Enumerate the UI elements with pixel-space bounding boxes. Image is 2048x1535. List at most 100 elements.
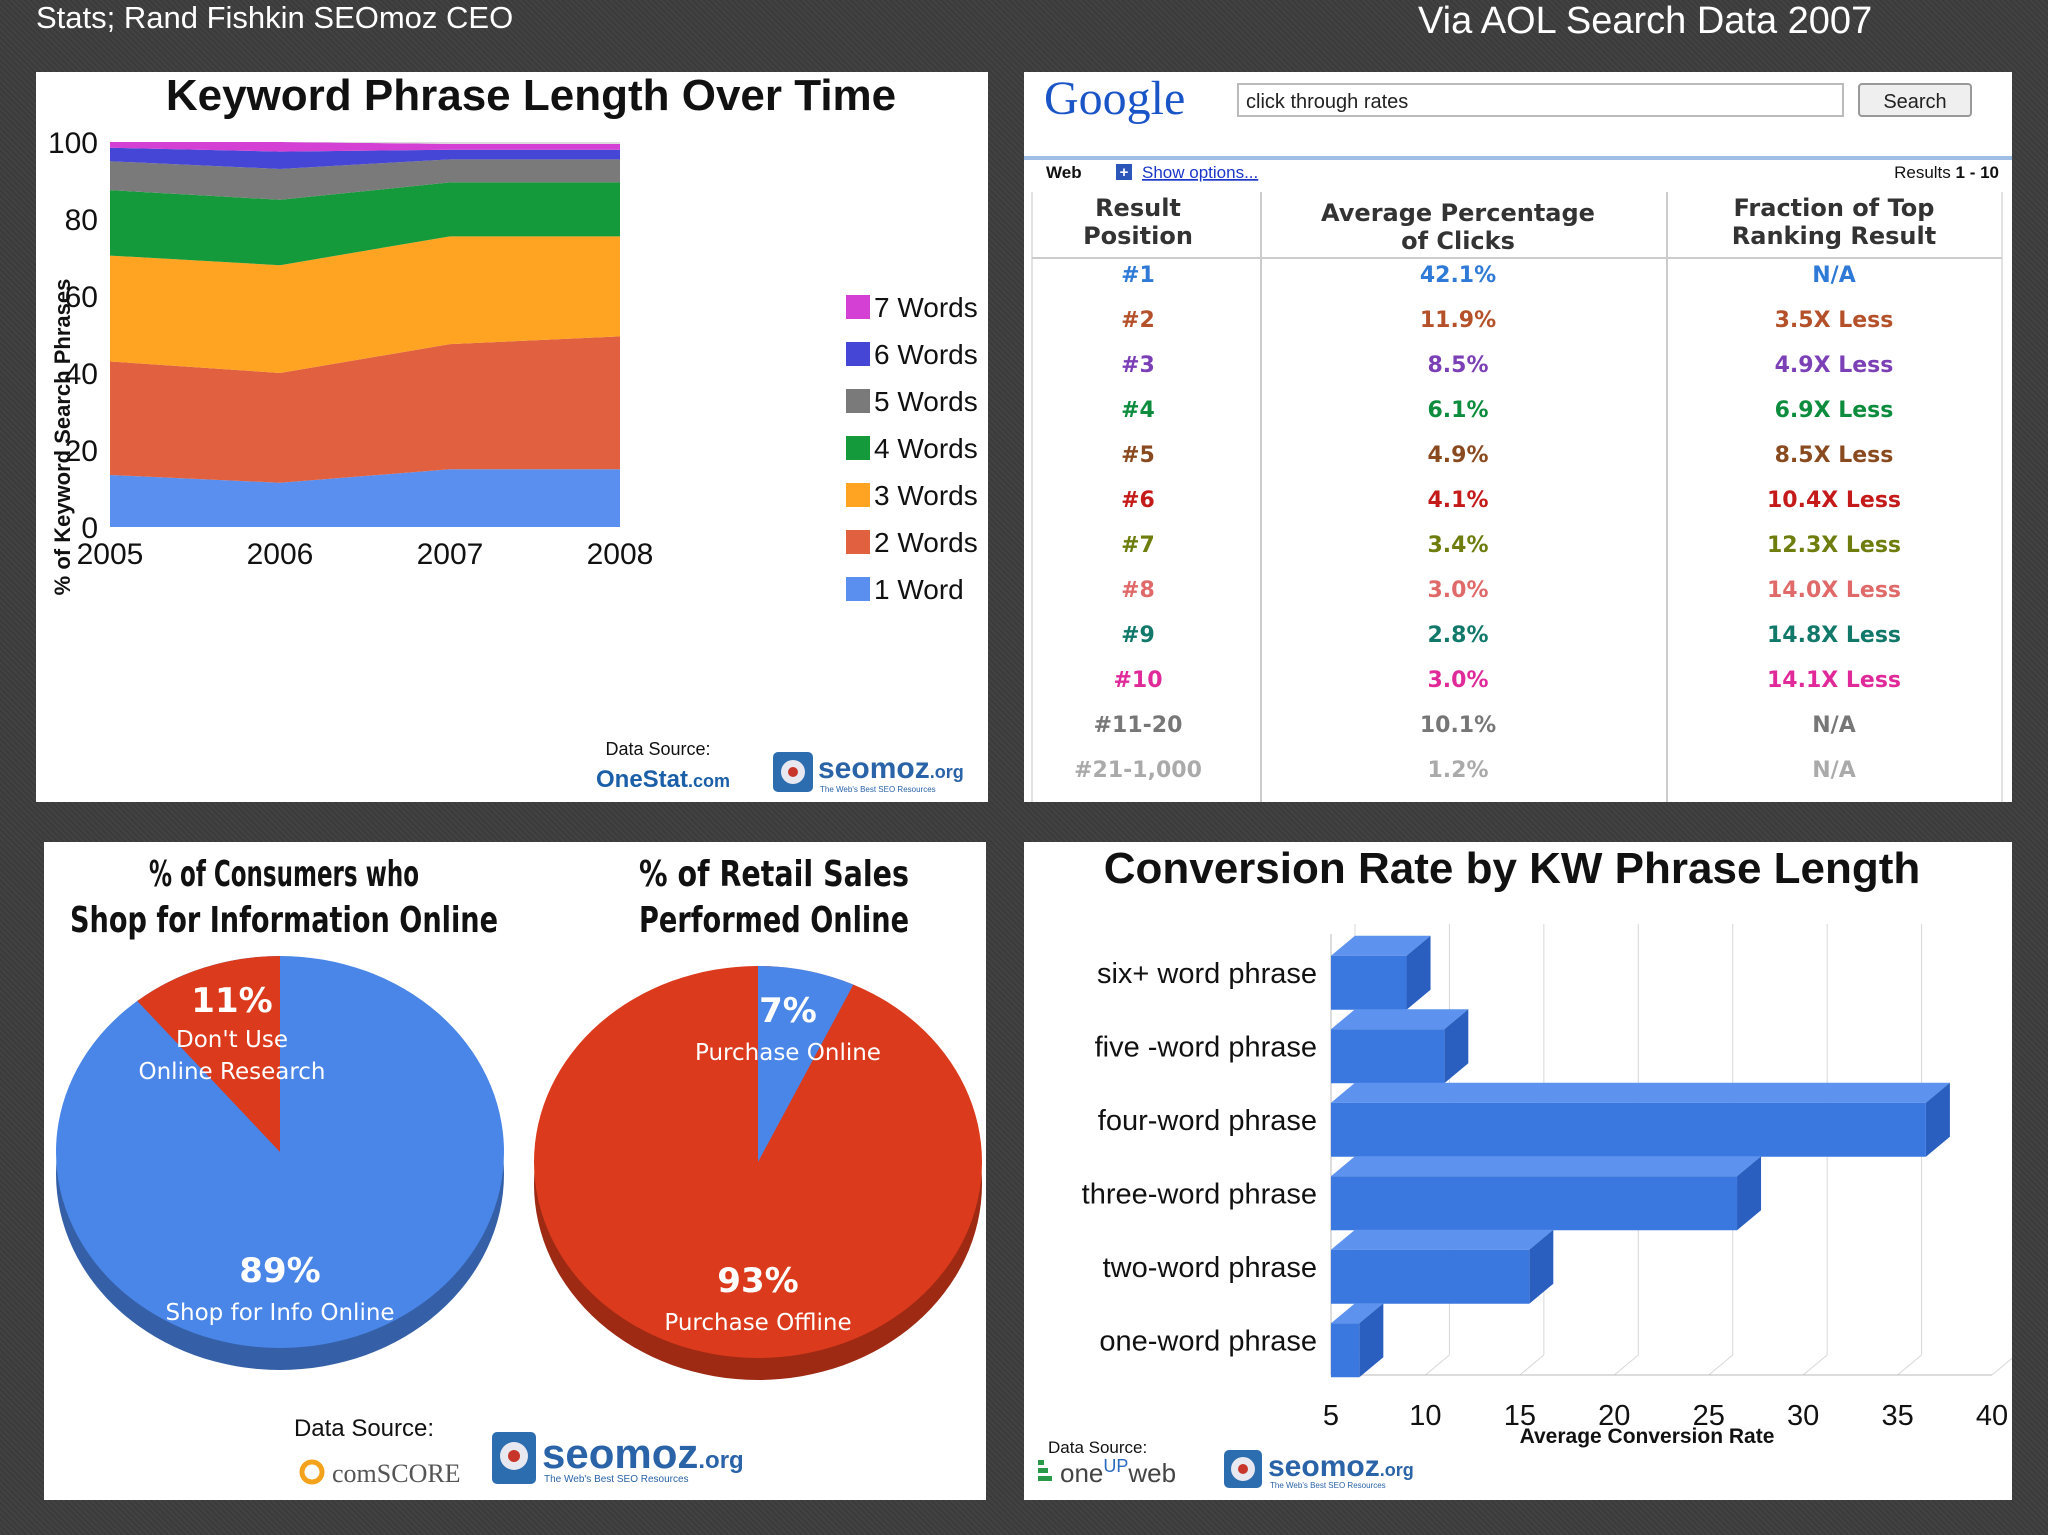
ctr-table: Google click through rates Search Web + … [1024, 72, 2012, 802]
x-tick-label: 35 [1881, 1400, 1913, 1432]
fraction-of-top: N/A [1812, 713, 1855, 738]
comscore-logo: comSCORE [299, 1459, 461, 1488]
google-logo: Google [1044, 72, 1185, 125]
bar-front-face [1331, 955, 1407, 1010]
result-position: #21-1,000 [1074, 758, 1202, 783]
bar-top-face [1331, 1303, 1384, 1324]
pie-slice-label: Online Research [139, 1059, 326, 1085]
seomoz-logo: seomoz.org The Web's Best SEO Resources [1224, 1450, 1414, 1490]
svg-text:The Web's Best SEO Resources: The Web's Best SEO Resources [1270, 1481, 1386, 1490]
bar-five-word-phrase [1331, 1009, 1469, 1084]
table-row: #9 2.8% 14.8X Less [1121, 623, 1901, 648]
bar-top-face [1331, 935, 1431, 956]
area-layers [110, 142, 620, 527]
pie-percent-label: 11% [191, 981, 272, 1021]
pie-charts: % of Consumers who Shop for Information O… [56, 854, 982, 1488]
fraction-of-top: N/A [1812, 263, 1855, 288]
svg-text:The Web's Best SEO Resources: The Web's Best SEO Resources [544, 1474, 689, 1485]
table-row: #2 11.9% 3.5X Less [1121, 308, 1893, 333]
legend-label-7-words: 7 Words [874, 292, 978, 323]
x-tick-label: 2005 [77, 538, 144, 571]
click-percentage: 10.1% [1420, 713, 1496, 738]
table-row: #5 4.9% 8.5X Less [1121, 443, 1893, 468]
x-tick-label: 5 [1323, 1400, 1339, 1432]
result-position: #4 [1121, 398, 1155, 423]
fraction-of-top: 14.1X Less [1767, 668, 1901, 693]
pie-title: Performed Online [639, 900, 909, 941]
area-series-3-words [110, 236, 620, 373]
pie-group: % of Consumers who Shop for Information O… [56, 854, 982, 1380]
web-tab[interactable]: Web [1046, 163, 1082, 182]
area-legend: 7 Words 6 Words 5 Words 4 Words 3 Words 2 Wor… [846, 292, 978, 605]
category-label: one-word phrase [1099, 1325, 1317, 1357]
result-position: #5 [1121, 443, 1155, 468]
click-percentage: 3.0% [1427, 668, 1488, 693]
grid-line [1897, 1354, 1922, 1376]
area-series-1-word [110, 469, 620, 527]
column-header: Result [1095, 194, 1181, 222]
oneupweb-logo: oneUPweb [1038, 1456, 1176, 1488]
bar-top-face [1331, 1229, 1554, 1250]
table-row: #8 3.0% 14.0X Less [1121, 578, 1901, 603]
category-label: five -word phrase [1095, 1031, 1317, 1063]
svg-text:seomoz.org: seomoz.org [1268, 1450, 1414, 1483]
bar-front-face [1331, 1102, 1926, 1157]
fraction-of-top: 6.9X Less [1775, 398, 1894, 423]
ctr-table-panel: Google click through rates Search Web + … [1024, 72, 2012, 802]
search-button-label: Search [1883, 91, 1946, 113]
search-input[interactable] [1237, 83, 1844, 117]
svg-text:seomoz.org: seomoz.org [542, 1430, 744, 1477]
x-tick-label: 30 [1787, 1400, 1819, 1432]
bar-two-word-phrase [1331, 1229, 1554, 1304]
x-axis-label: Average Conversion Rate [1520, 1425, 1775, 1448]
legend-swatch-7-words [846, 295, 870, 319]
search-button[interactable] [1858, 83, 1972, 117]
legend-label-6-words: 6 Words [874, 339, 978, 370]
x-tick-label: 10 [1409, 1400, 1441, 1432]
y-tick-label: 100 [48, 127, 98, 160]
legend-label-2-words: 2 Words [874, 527, 978, 558]
result-position: #9 [1121, 623, 1155, 648]
pie-slice-label: Purchase Offline [664, 1310, 851, 1336]
legend-label-5-words: 5 Words [874, 386, 978, 417]
show-options-link[interactable]: Show options... [1142, 163, 1258, 182]
bar-top-face [1331, 1082, 1950, 1103]
phrase-length-chart-panel: Keyword Phrase Length Over Time % of Key… [36, 72, 988, 802]
bar-front-face [1331, 1176, 1738, 1231]
fraction-of-top: 4.9X Less [1775, 353, 1894, 378]
svg-text:seomoz.org: seomoz.org [818, 752, 964, 785]
y-tick-label: 20 [65, 435, 98, 468]
grid-line [1708, 1354, 1734, 1376]
pie-chart: % of Consumers who Shop for Information O… [56, 854, 504, 1370]
plus-icon[interactable] [1116, 164, 1132, 180]
result-position: #11-20 [1094, 713, 1183, 738]
area-axis: 0 20 40 60 80 100 2005 2006 2007 2008 [48, 127, 653, 571]
grid-line [1613, 1354, 1639, 1376]
category-label: six+ word phrase [1097, 958, 1317, 990]
svg-text:oneUPweb: oneUPweb [1060, 1456, 1176, 1488]
column-header: Average Percentage [1321, 199, 1595, 227]
bar-three-word-phrase [1331, 1156, 1762, 1231]
column-header: Position [1083, 222, 1193, 250]
x-tick-label: 40 [1976, 1400, 2008, 1432]
pie-slice-purchase-online [758, 966, 854, 1162]
legend-swatch-2-words [846, 530, 870, 554]
click-percentage: 3.0% [1427, 578, 1488, 603]
x-tick-label: 2008 [587, 538, 654, 571]
click-percentage: 42.1% [1420, 263, 1496, 288]
category-label: four-word phrase [1098, 1105, 1317, 1137]
click-percentage: 8.5% [1427, 353, 1488, 378]
onestat-logo: OneStat.com [596, 766, 730, 793]
fraction-of-top: N/A [1812, 758, 1855, 783]
area-remainder-band [110, 142, 620, 144]
area-series-6-words [110, 147, 620, 169]
legend-label-1-word: 1 Word [874, 574, 964, 605]
legend-swatch-6-words [846, 342, 870, 366]
legend-label-4-words: 4 Words [874, 433, 978, 464]
fraction-of-top: 10.4X Less [1767, 488, 1901, 513]
legend-swatch-3-words [846, 483, 870, 507]
legend-swatch-4-words [846, 436, 870, 460]
fraction-of-top: 8.5X Less [1775, 443, 1894, 468]
x-tick-label: 15 [1504, 1400, 1536, 1432]
